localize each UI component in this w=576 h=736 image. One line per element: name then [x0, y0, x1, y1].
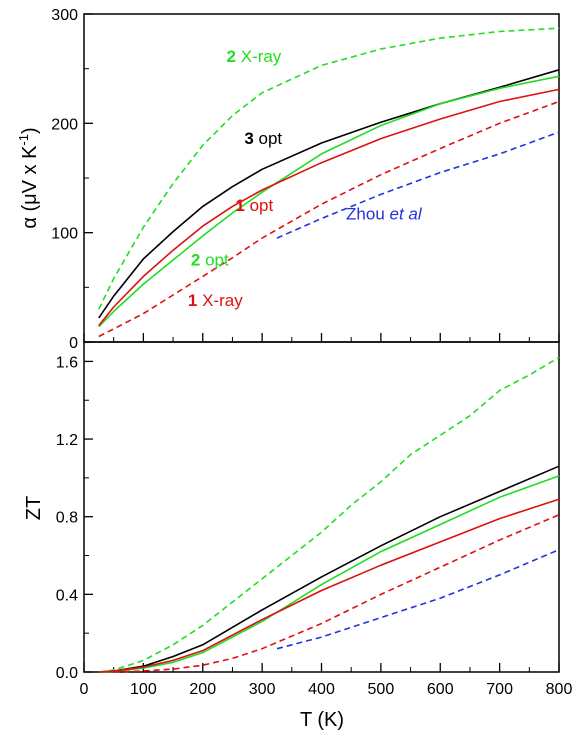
annotation-number: 2	[227, 47, 236, 66]
annotation-text: opt	[245, 196, 274, 215]
x-tick-label: 200	[189, 681, 216, 698]
annotation-zhou-name: Zhou	[346, 205, 389, 224]
x-tick-label: 300	[249, 681, 276, 698]
annotation-number: 3	[244, 129, 253, 148]
x-tick-label: 800	[546, 681, 573, 698]
annotation-text: X-ray	[197, 291, 243, 310]
series-group-bottom	[98, 356, 560, 673]
annotation-ann-2xray: 2 X-ray	[227, 47, 282, 66]
y-axis-label-bottom: ZT	[23, 496, 45, 520]
annotation-ann-1xray: 1 X-ray	[188, 291, 243, 310]
x-axis-ticks-top	[83, 333, 560, 342]
x-tick-label: 500	[368, 681, 395, 698]
series-s2opt-top	[98, 75, 560, 328]
series-s2xray-bottom	[98, 356, 560, 673]
series-s1opt-top	[98, 88, 560, 327]
series-s2opt-bottom	[98, 475, 560, 673]
annotation-zhou: Zhou et al	[346, 205, 423, 224]
annotation-text: opt	[200, 250, 229, 269]
y-tick-label-bottom: 0.8	[56, 510, 78, 527]
y-tick-label-bottom: 1.6	[56, 354, 78, 371]
y-axis-label-top-end: )	[19, 127, 41, 134]
annotation-number: 1	[188, 291, 197, 310]
annotation-ann-3opt: 3 opt	[244, 129, 282, 148]
annotation-ann-2opt: 2 opt	[191, 250, 229, 269]
x-tick-label: 0	[80, 681, 89, 698]
series-group-top	[98, 27, 560, 338]
x-tick-label: 600	[427, 681, 454, 698]
annotation-text: opt	[254, 129, 283, 148]
series-s3opt-top	[98, 69, 560, 319]
y-tick-label-bottom: 1.2	[56, 432, 78, 449]
series-s2xray-top	[98, 27, 560, 310]
x-axis-label: T (K)	[300, 709, 344, 731]
y-tick-label-top: 100	[51, 226, 78, 243]
y-axis-label-top: α (μV x K-1)	[16, 127, 41, 228]
series-s1xray-bottom	[113, 514, 560, 673]
x-tick-label: 100	[130, 681, 157, 698]
panel-zt: 0.0 0.4 0.8 1.2 1.6 0 100 200 300 400 500 600 700 80…	[23, 341, 573, 731]
series-s1xray-top	[98, 100, 560, 338]
series-s1opt-bottom	[98, 498, 560, 673]
annotation-ann-1opt: 1 opt	[235, 196, 273, 215]
annotation-number: 1	[235, 196, 244, 215]
y-axis-label-top-main: α (μV x K	[19, 145, 41, 229]
x-tick-label: 400	[308, 681, 335, 698]
y-tick-label-bottom: 0.4	[56, 587, 78, 604]
y-axis-ticks-bottom: 0.0 0.4 0.8 1.2 1.6	[56, 354, 93, 682]
y-tick-label-top: 200	[51, 116, 78, 133]
y-tick-label-top: 300	[51, 7, 78, 24]
plot-frame-top	[83, 13, 560, 343]
annotation-text: X-ray	[236, 47, 282, 66]
y-axis-label-top-sup: -1	[16, 134, 31, 146]
annotation-zhou-etal: et al	[390, 205, 423, 224]
y-axis-ticks-top: 0 100 200 300	[51, 7, 93, 352]
series-zhou-top	[276, 131, 560, 239]
series-s3opt-bottom	[98, 465, 560, 673]
annotation-number: 2	[191, 250, 200, 269]
x-tick-label: 700	[486, 681, 513, 698]
y-tick-label-top: 0	[69, 335, 78, 352]
plot-frame-bottom	[83, 341, 560, 673]
x-axis-ticks-bottom: 0 100 200 300 400 500 600 700 800	[80, 663, 573, 698]
y-tick-label-bottom: 0.0	[56, 665, 78, 682]
series-zhou-bottom	[276, 548, 560, 650]
